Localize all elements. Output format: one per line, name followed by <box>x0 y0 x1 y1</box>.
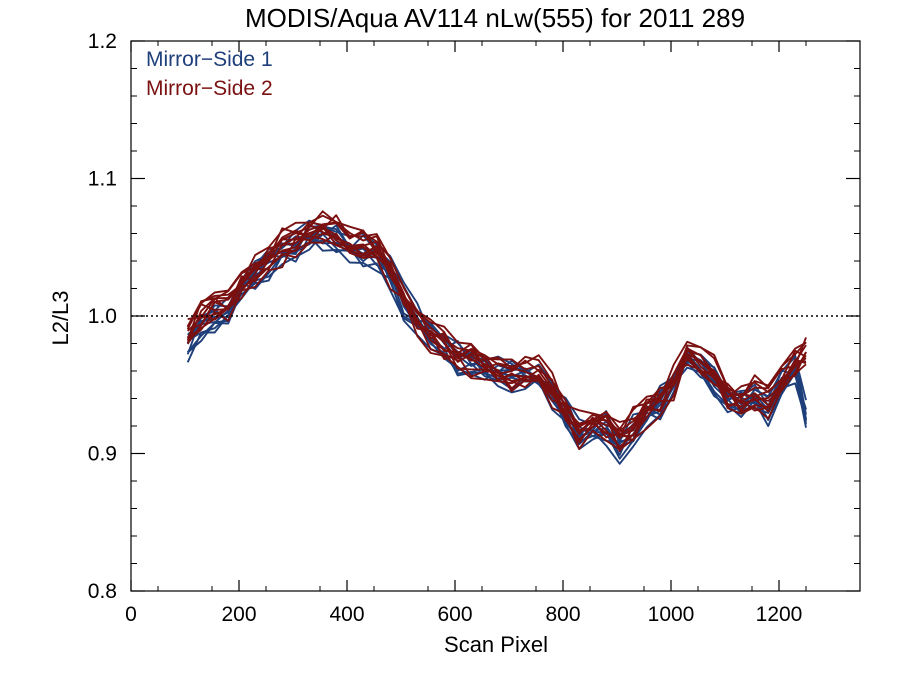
x-tick-label: 400 <box>329 603 364 626</box>
y-tick-label: 0.9 <box>88 443 117 466</box>
y-axis-label: L2/L3 <box>48 290 73 345</box>
y-tick-label: 1.1 <box>88 168 117 191</box>
series-line <box>187 226 807 442</box>
series-line <box>186 221 807 436</box>
chart-title: MODIS/Aqua AV114 nLw(555) for 2011 289 <box>245 3 745 33</box>
x-axis-label: Scan Pixel <box>444 632 548 657</box>
x-tick-label: 1000 <box>648 603 695 626</box>
legend-mirror-side-1: Mirror−Side 1 <box>146 48 273 71</box>
y-tick-label: 0.8 <box>88 580 117 603</box>
series-mirror-side-2 <box>186 210 807 453</box>
x-tick-label: 0 <box>125 603 137 626</box>
y-axis-ticks: 0.8 0.9 1.0 1.1 1.2 <box>88 30 860 603</box>
x-axis-ticks: 0 200 400 600 800 1000 1200 <box>125 41 807 626</box>
plot-frame <box>130 40 861 592</box>
y-tick-label: 1.2 <box>88 30 117 53</box>
y-tick-label: 1.0 <box>88 305 117 328</box>
x-tick-label: 600 <box>437 603 472 626</box>
series-line <box>187 232 807 432</box>
x-tick-label: 1200 <box>756 603 803 626</box>
legend-mirror-side-2: Mirror−Side 2 <box>146 77 273 100</box>
series-line <box>186 225 807 438</box>
x-tick-label: 200 <box>221 603 256 626</box>
x-tick-label: 800 <box>545 603 580 626</box>
series-line <box>186 210 807 440</box>
series-line <box>187 239 807 465</box>
